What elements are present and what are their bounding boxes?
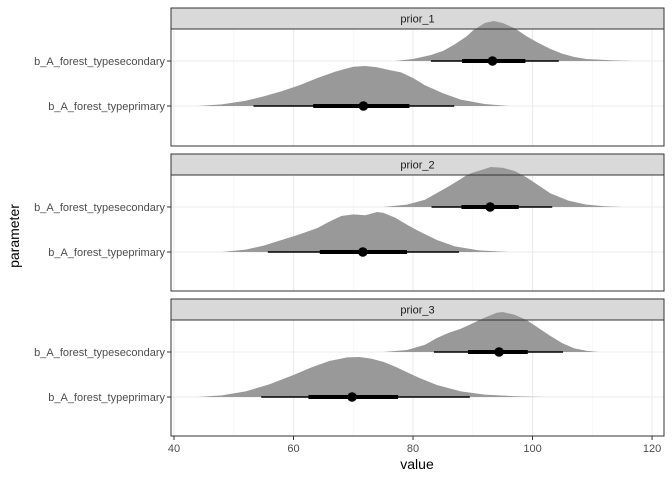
panel-border <box>170 319 665 437</box>
y-tick-label: b_A_forest_typeprimary <box>48 392 165 404</box>
facet-prior-1: prior_1 b_A_forest_typesecondary b_A_fores… <box>34 7 665 147</box>
facet-prior-3: prior_3 b_A_forest_typesecondary b_A_fores… <box>34 298 665 437</box>
y-tick-label: b_A_forest_typesecondary <box>34 347 165 359</box>
facet-strip-label: prior_1 <box>400 14 434 26</box>
density-ridge <box>383 312 599 352</box>
density-ridge <box>221 212 509 252</box>
point-estimate <box>358 247 368 257</box>
facet-panels: prior_1 b_A_forest_typesecondary b_A_fores… <box>34 7 665 437</box>
density-ridge <box>383 167 623 207</box>
x-tick-label: 80 <box>407 443 419 455</box>
x-tick-label: 120 <box>643 443 661 455</box>
point-estimate <box>487 56 498 66</box>
density-ridge <box>395 21 635 61</box>
facet-strip-label: prior_2 <box>400 160 434 172</box>
y-tick-label: b_A_forest_typeprimary <box>48 247 165 259</box>
density-ridge <box>197 357 545 397</box>
point-estimate <box>485 202 495 212</box>
y-tick-label: b_A_forest_typesecondary <box>34 56 165 68</box>
y-tick-label: b_A_forest_typesecondary <box>34 202 165 214</box>
x-axis-title: value <box>400 456 434 472</box>
x-tick-label: 60 <box>287 443 299 455</box>
panel-border <box>170 174 665 292</box>
facet-prior-2: prior_2 b_A_forest_typesecondary b_A_fores… <box>34 153 665 292</box>
y-axis-title: parameter <box>6 204 22 268</box>
x-axis: 40 60 80 100 120 <box>168 436 661 455</box>
x-tick-label: 100 <box>523 443 541 455</box>
panel-border <box>170 28 665 147</box>
y-tick-label: b_A_forest_typeprimary <box>48 101 165 113</box>
facet-strip-label: prior_3 <box>400 305 434 317</box>
density-ridge <box>197 66 509 106</box>
point-estimate <box>347 392 357 402</box>
point-estimate <box>494 347 504 357</box>
point-estimate <box>358 101 369 111</box>
x-tick-label: 40 <box>168 443 180 455</box>
